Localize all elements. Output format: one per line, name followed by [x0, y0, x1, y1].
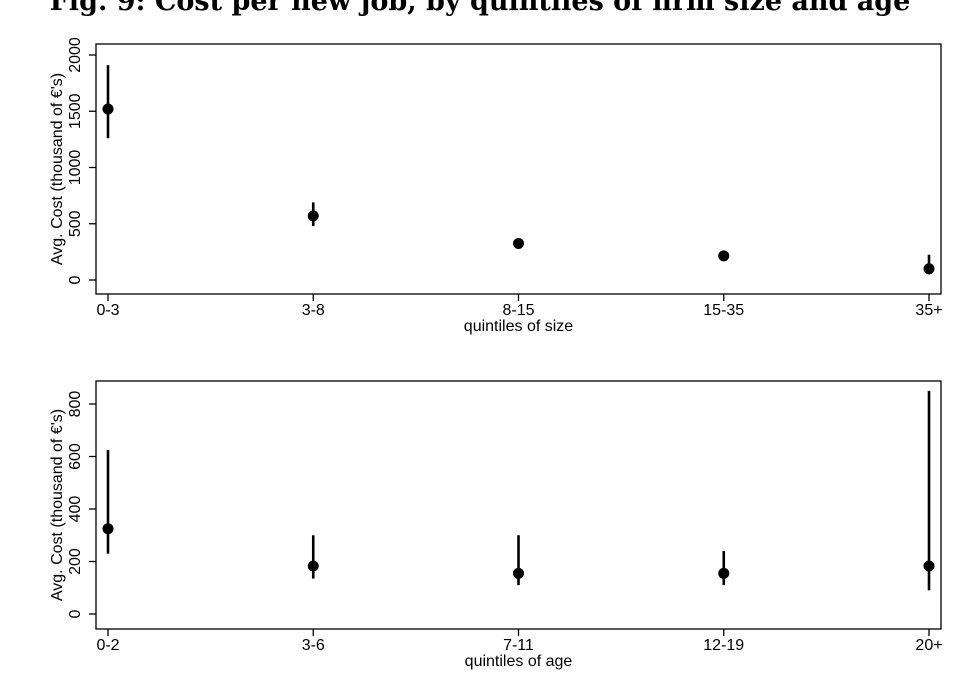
panel-2-y-tick-label: 800 — [67, 391, 84, 418]
panel-1-data-point — [923, 263, 935, 275]
panel-2-y-tick-label: 400 — [67, 496, 84, 523]
panel-1-plot-frame — [95, 43, 942, 295]
panel-1-y-tick-label: 2000 — [67, 37, 84, 73]
panel-2-x-tick-label: 12-19 — [703, 637, 744, 654]
panel-2-x-tick-label: 0-2 — [96, 637, 119, 654]
panel-1-data-point — [102, 103, 114, 115]
panel-1-x-tick-label: 0-3 — [96, 302, 119, 319]
panel-2-data-point — [923, 560, 935, 572]
panel-2-x-tick-label: 3-6 — [302, 637, 325, 654]
panel-2-y-tick-label: 200 — [67, 548, 84, 575]
panel-2-data-point — [307, 560, 319, 572]
panel-1-y-axis-title: Avg. Cost (thousand of €'s) — [49, 73, 66, 265]
panel-2-data-point — [513, 567, 524, 579]
panel-2-y-tick-label: 0 — [67, 609, 84, 618]
panel-2-x-axis-title: quintiles of age — [465, 653, 573, 670]
panel-1-x-tick-label: 8-15 — [502, 302, 534, 319]
panel-2-data-point — [718, 567, 730, 579]
panel-1-y-tick-label: 1500 — [67, 93, 84, 129]
panel-2-y-tick-label: 600 — [67, 443, 84, 470]
panel-1-y-tick-label: 0 — [67, 275, 84, 284]
panel-1-data-point — [718, 250, 730, 262]
panel-1-x-axis-title: quintiles of size — [464, 318, 573, 335]
panel-1-data-point — [513, 237, 524, 249]
panel-2-x-tick-label: 20+ — [915, 637, 942, 654]
panel-1-x-tick-label: 3-8 — [302, 302, 325, 319]
panel-2-x-tick-label: 7-11 — [503, 637, 534, 654]
panel-1-y-tick-label: 500 — [67, 210, 84, 237]
figure-title: Fig. 9: Cost per new job, by quintiles o… — [49, 0, 911, 17]
panel-1-x-tick-label: 15-35 — [703, 302, 744, 319]
panel-2-data-point — [102, 523, 114, 535]
panel-1-x-tick-label: 35+ — [915, 302, 942, 319]
panel-1-data-point — [307, 210, 319, 222]
panel-2-plot-frame — [95, 380, 942, 630]
panel-2-y-axis-title: Avg. Cost (thousand of €'s) — [49, 409, 66, 601]
panel-1-y-tick-label: 1000 — [67, 150, 84, 186]
